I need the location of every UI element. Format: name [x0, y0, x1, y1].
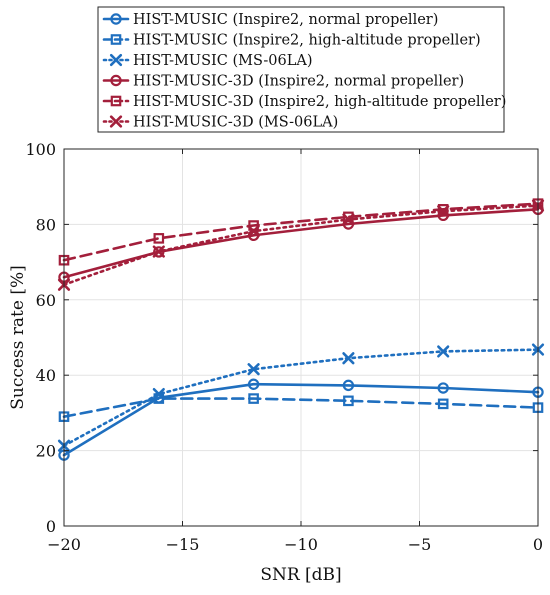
legend-label: HIST-MUSIC (MS-06LA)	[133, 53, 313, 69]
series-line	[62, 202, 540, 262]
data-point	[153, 233, 165, 244]
ticks: −20 −15 −10 −5 0 0 20 40 60 80 100	[25, 140, 543, 554]
y-tick-label: 80	[36, 215, 56, 234]
y-tick-label: 0	[46, 517, 56, 536]
legend-marker	[110, 74, 122, 87]
data-point	[437, 398, 449, 410]
data-point	[437, 382, 449, 394]
data-point	[247, 225, 260, 238]
x-tick-label: 0	[533, 535, 543, 554]
y-tick-label: 40	[36, 366, 56, 385]
data-point	[152, 387, 165, 401]
legend-entry: HIST-MUSIC-3D (Inspire2, normal propelle…	[102, 74, 464, 90]
x-tick-label: −5	[408, 535, 432, 554]
legend-label: HIST-MUSIC-3D (Inspire2, normal propelle…	[133, 74, 464, 90]
y-axis-label: Success rate [%]	[8, 265, 28, 410]
data-point	[437, 205, 450, 218]
legend-label: HIST-MUSIC-3D (MS-06LA)	[133, 115, 338, 131]
data-point	[437, 204, 449, 215]
legend-items: HIST-MUSIC (Inspire2, normal propeller) H…	[102, 12, 506, 131]
data-point	[342, 213, 355, 226]
x-tick-label: −20	[47, 535, 81, 554]
legend-entry: HIST-MUSIC-3D (Inspire2, high-altitude p…	[102, 94, 506, 110]
data-point	[153, 246, 165, 258]
x-axis-label: SNR [dB]	[260, 565, 341, 585]
legend-entry: HIST-MUSIC (Inspire2, high-altitude prop…	[102, 33, 481, 49]
legend-entry: HIST-MUSIC (Inspire2, normal propeller)	[102, 12, 438, 28]
legend-label: HIST-MUSIC (Inspire2, high-altitude prop…	[133, 33, 481, 49]
y-tick-label: 100	[25, 140, 56, 159]
legend-entry: HIST-MUSIC-3D (MS-06LA)	[102, 115, 338, 131]
legend-entry: HIST-MUSIC (MS-06LA)	[102, 53, 313, 69]
y-tick-label: 20	[36, 442, 56, 461]
data-point	[342, 379, 355, 392]
legend-marker	[110, 95, 122, 107]
data-point	[247, 378, 260, 390]
data-point	[342, 352, 355, 365]
y-tick-label: 60	[36, 291, 56, 310]
legend: HIST-MUSIC (Inspire2, normal propeller) H…	[97, 6, 506, 133]
data-point	[437, 345, 450, 358]
legend-marker	[109, 53, 123, 67]
data-point	[247, 363, 260, 376]
legend-marker	[110, 34, 122, 45]
data-point	[343, 395, 354, 407]
legend-marker	[109, 115, 123, 128]
legend-marker	[110, 13, 122, 25]
legend-box	[97, 6, 505, 133]
data-point	[248, 393, 259, 404]
series-line	[62, 348, 540, 448]
x-tick-label: −15	[166, 535, 200, 554]
data-point	[152, 245, 165, 258]
x-tick-label: −10	[284, 535, 318, 554]
series-line	[62, 397, 540, 419]
series-line	[62, 382, 540, 457]
series-line	[62, 204, 540, 287]
legend-label: HIST-MUSIC-3D (Inspire2, high-altitude p…	[133, 94, 506, 110]
legend-label: HIST-MUSIC (Inspire2, normal propeller)	[133, 12, 438, 28]
series-3	[57, 343, 545, 452]
